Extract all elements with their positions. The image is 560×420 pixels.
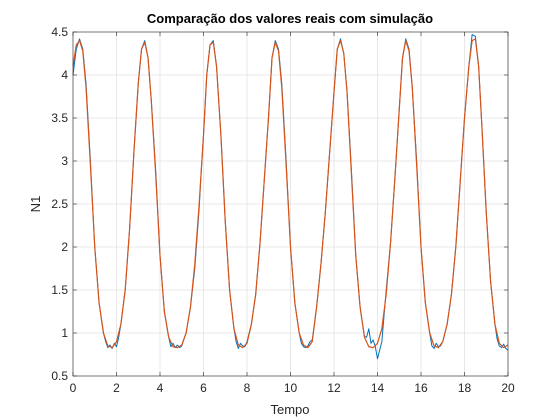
y-tick-label: 2.5 <box>51 197 68 211</box>
x-tick-label: 10 <box>284 381 298 395</box>
x-tick-label: 14 <box>371 381 385 395</box>
x-tick-label: 0 <box>70 381 77 395</box>
y-tick-label: 0.5 <box>51 369 68 383</box>
x-tick-label: 20 <box>501 381 515 395</box>
y-tick-label: 4 <box>61 68 68 82</box>
x-tick-label: 16 <box>414 381 428 395</box>
series-line-simulation <box>72 38 509 349</box>
x-tick-label: 18 <box>458 381 472 395</box>
x-tick-label: 2 <box>113 381 120 395</box>
y-tick-label: 1.5 <box>51 283 68 297</box>
x-tick-labels: 0 2 4 6 8 10 12 14 16 18 20 <box>70 381 515 395</box>
x-tick-label: 6 <box>200 381 207 395</box>
y-tick-label: 2 <box>61 240 68 254</box>
x-tick-label: 12 <box>327 381 341 395</box>
y-tick-label: 3 <box>61 154 68 168</box>
x-tick-label: 4 <box>157 381 164 395</box>
y-tick-labels: 0.5 1 1.5 2 2.5 3 3.5 4 4.5 <box>51 25 68 383</box>
y-axis-label: N1 <box>28 196 43 213</box>
tick-marks <box>72 31 509 377</box>
y-tick-label: 3.5 <box>51 111 68 125</box>
series-layer <box>72 34 509 360</box>
y-tick-label: 1 <box>61 326 68 340</box>
x-tick-label: 8 <box>244 381 251 395</box>
x-axis-label: Tempo <box>270 402 309 417</box>
y-tick-label: 4.5 <box>51 25 68 39</box>
chart-title: Comparação dos valores reais com simulaç… <box>147 11 433 26</box>
